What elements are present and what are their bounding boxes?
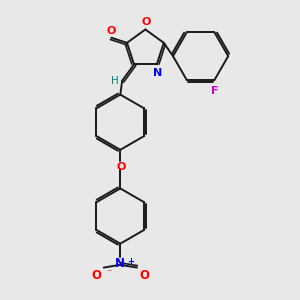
Text: +: + (127, 257, 134, 266)
Text: O: O (140, 269, 150, 282)
Text: O: O (116, 162, 126, 172)
Text: O: O (91, 269, 101, 282)
Text: H: H (111, 76, 119, 86)
Text: O: O (106, 26, 116, 36)
Text: N: N (115, 257, 125, 271)
Text: F: F (211, 85, 218, 96)
Text: ⁻: ⁻ (106, 268, 112, 278)
Text: N: N (153, 68, 162, 78)
Text: O: O (142, 17, 151, 27)
